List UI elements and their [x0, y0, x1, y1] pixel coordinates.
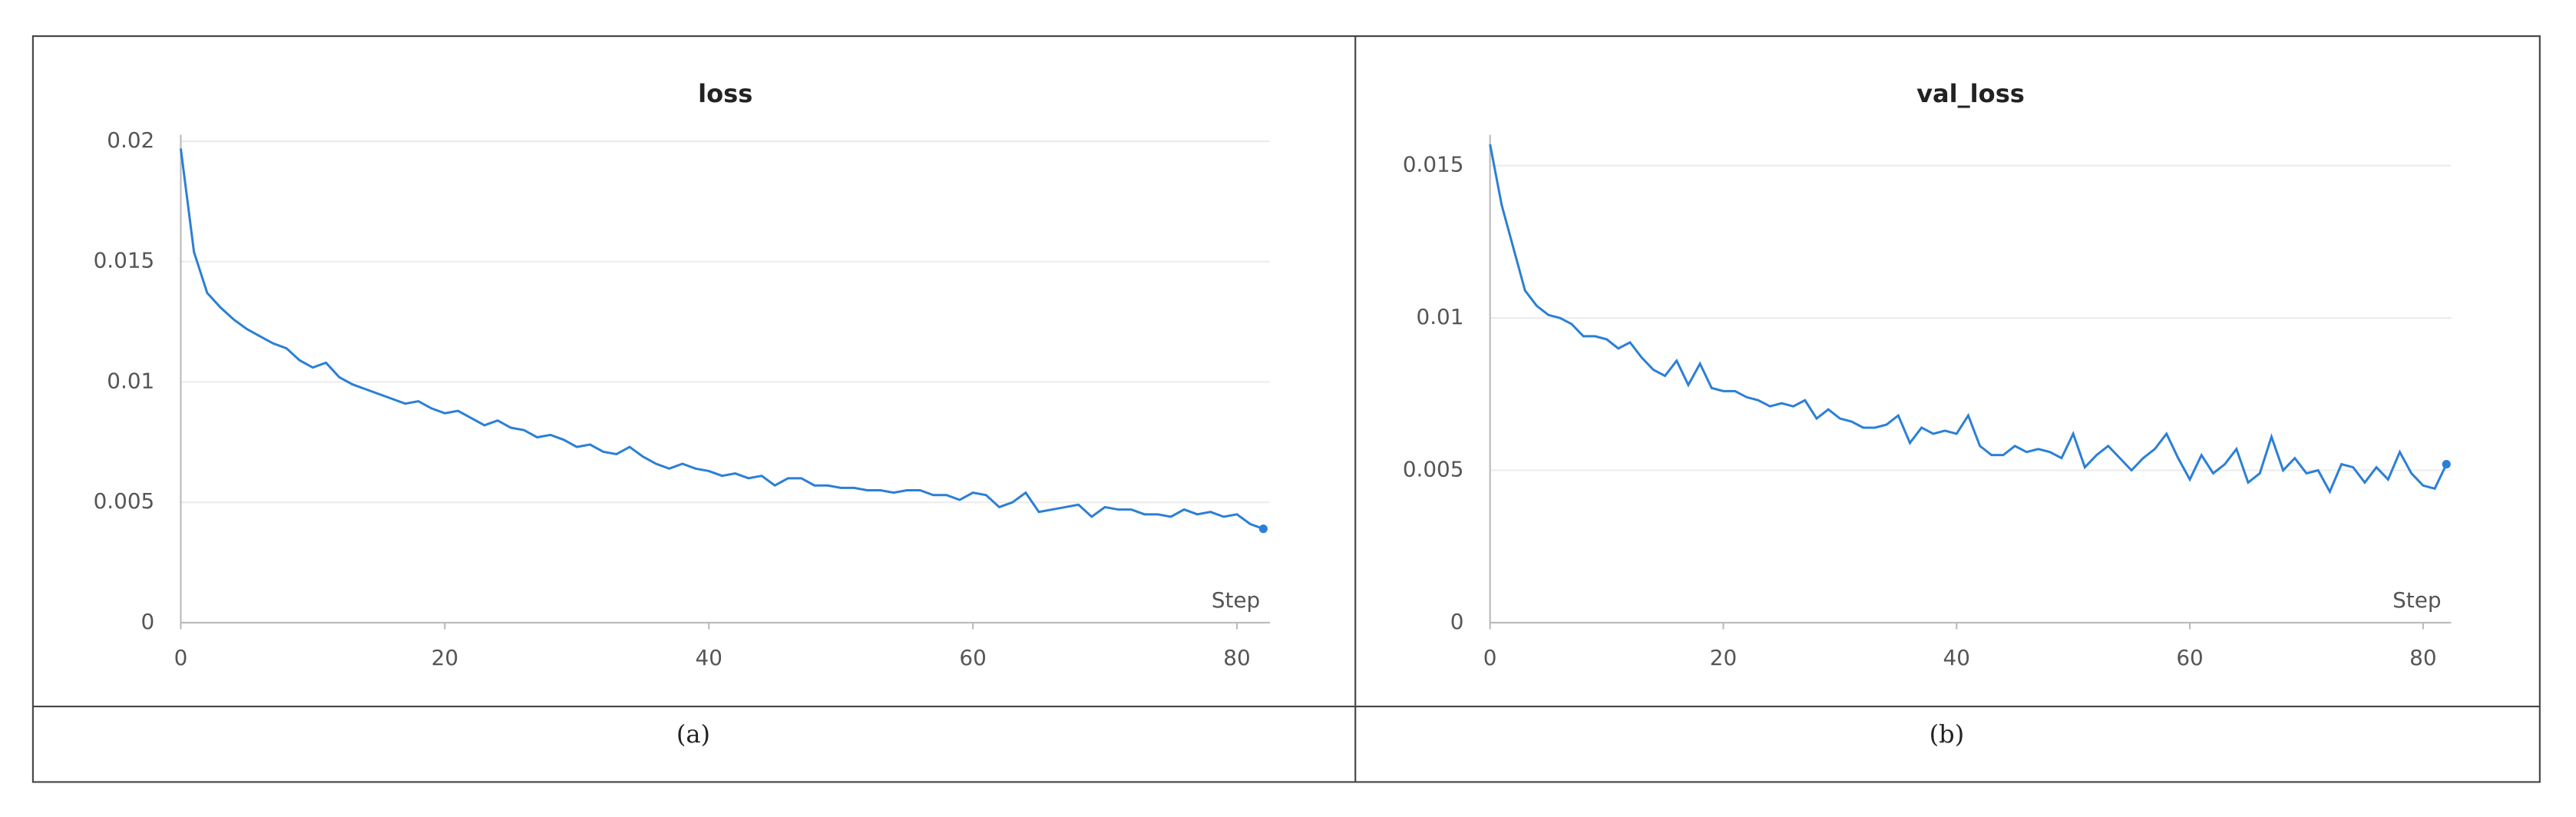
loss-line: [1489, 144, 2448, 495]
chart-title: val_loss: [1916, 79, 2025, 108]
x-axis-label: Step: [1212, 587, 1260, 613]
end-point: [1258, 524, 1268, 534]
figure-frame: [31, 35, 2541, 783]
y-tick-label: 0.015: [1403, 152, 1464, 177]
x-tick-label: 80: [1223, 645, 1250, 670]
chart-title: loss: [698, 79, 752, 108]
x-tick-label: 60: [959, 645, 986, 670]
x-tick-label: 20: [1710, 645, 1737, 670]
x-axis-label: Step: [2392, 587, 2441, 613]
y-tick-label: 0.01: [107, 368, 154, 393]
x-tick-label: 0: [1483, 645, 1497, 670]
y-tick-label: 0: [1450, 609, 1464, 634]
x-tick-label: 0: [174, 645, 188, 670]
loss-line: [179, 148, 1264, 531]
y-tick-label: 0: [141, 609, 155, 634]
x-tick-label: 80: [2409, 645, 2436, 670]
x-tick-label: 60: [2176, 645, 2203, 670]
y-tick-label: 0.015: [94, 248, 155, 273]
caption: (b): [1930, 719, 1965, 749]
y-tick-label: 0.005: [94, 488, 155, 514]
x-tick-label: 40: [1943, 645, 1970, 670]
end-point: [2442, 460, 2451, 469]
x-tick-label: 20: [432, 645, 458, 670]
x-tick-label: 40: [696, 645, 723, 670]
y-tick-label: 0.01: [1417, 304, 1464, 329]
caption: (a): [676, 719, 710, 749]
y-tick-label: 0.02: [107, 127, 154, 153]
y-tick-label: 0.005: [1403, 457, 1464, 482]
